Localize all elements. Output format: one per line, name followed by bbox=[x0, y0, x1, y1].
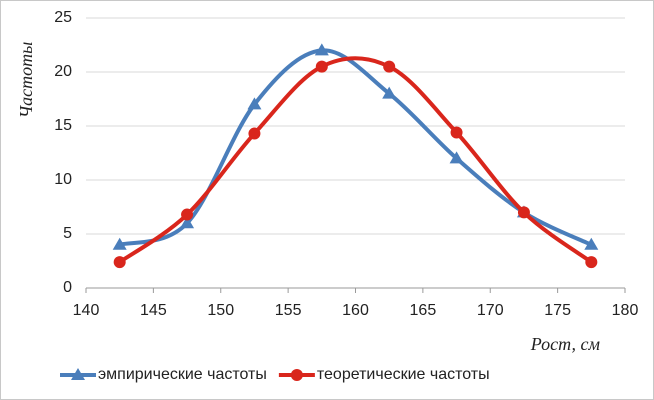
x-tick-label: 165 bbox=[410, 302, 437, 319]
marker bbox=[584, 237, 599, 250]
marker bbox=[517, 206, 530, 219]
marker bbox=[113, 256, 126, 269]
marker bbox=[314, 43, 329, 56]
x-tick-label: 145 bbox=[140, 302, 167, 319]
x-tick-label: 140 bbox=[73, 302, 100, 319]
y-tick-label: 5 bbox=[63, 225, 72, 242]
marker bbox=[247, 97, 262, 110]
marker bbox=[382, 86, 397, 99]
legend-label: эмпирические частоты bbox=[98, 366, 267, 383]
marker bbox=[450, 126, 463, 139]
legend-marker bbox=[71, 368, 85, 380]
x-tick-label: 155 bbox=[275, 302, 302, 319]
x-tick-label: 180 bbox=[612, 302, 639, 319]
x-axis-label: Рост, см bbox=[530, 334, 601, 354]
x-tick-label: 175 bbox=[544, 302, 571, 319]
marker bbox=[180, 216, 195, 229]
series-line bbox=[118, 56, 593, 264]
x-tick-label: 170 bbox=[477, 302, 504, 319]
y-tick-label: 20 bbox=[54, 63, 72, 80]
marker bbox=[383, 60, 396, 73]
marker bbox=[248, 127, 261, 140]
y-tick-label: 10 bbox=[54, 171, 72, 188]
y-tick-label: 15 bbox=[54, 117, 72, 134]
y-axis-label: Частоты bbox=[16, 42, 36, 119]
legend-label: теоретические частоты bbox=[317, 366, 490, 383]
x-tick-label: 160 bbox=[342, 302, 369, 319]
marker bbox=[449, 151, 464, 164]
y-tick-label: 0 bbox=[63, 279, 72, 296]
y-tick-label: 25 bbox=[54, 9, 72, 26]
marker bbox=[112, 237, 127, 250]
x-tick-label: 150 bbox=[207, 302, 234, 319]
legend-marker bbox=[290, 369, 303, 381]
marker bbox=[315, 60, 328, 73]
marker bbox=[181, 208, 194, 221]
marker bbox=[585, 256, 598, 269]
